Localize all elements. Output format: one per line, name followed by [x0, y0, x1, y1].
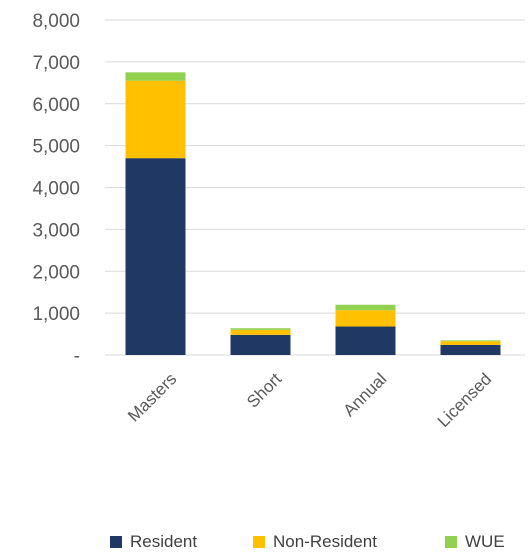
legend-swatch: [445, 536, 457, 548]
bar-segment-wue: [335, 304, 396, 311]
y-tick-label: 1,000: [32, 304, 80, 325]
bar-segment-non-resident: [230, 329, 291, 335]
y-tick-label: -: [74, 346, 80, 367]
bar-segment-resident: [230, 334, 291, 355]
y-tick-label: 4,000: [32, 179, 80, 200]
x-category-label: Annual: [339, 369, 390, 420]
y-tick-label: 2,000: [32, 262, 80, 283]
bar-segment-resident: [335, 326, 396, 355]
legend-label: Non-Resident: [273, 532, 377, 551]
bar-segment-non-resident: [440, 341, 501, 345]
x-category-label: Masters: [124, 369, 180, 425]
legend-label: WUE: [465, 532, 505, 551]
y-axis-tick-labels: - 1,000 2,000 3,000 4,000 5,000 6,000 7,000 8,00…: [32, 11, 80, 367]
bar-segment-resident: [440, 344, 501, 355]
legend: Resident Non-Resident WUE: [110, 532, 505, 551]
bars: [125, 72, 501, 355]
bar-segment-wue: [440, 340, 501, 342]
bar-segment-non-resident: [125, 80, 186, 159]
y-tick-label: 7,000: [32, 53, 80, 74]
legend-swatch: [253, 536, 265, 548]
x-category-label: Short: [243, 369, 285, 411]
bar-segment-wue: [125, 72, 186, 81]
x-category-label: Licensed: [434, 369, 496, 431]
y-tick-label: 3,000: [32, 220, 80, 241]
bar-segment-resident: [125, 158, 186, 355]
legend-swatch: [110, 536, 122, 548]
y-tick-label: 5,000: [32, 137, 80, 158]
x-axis-category-labels: Masters Short Annual Licensed: [124, 369, 495, 431]
legend-label: Resident: [130, 532, 197, 551]
y-tick-label: 8,000: [32, 11, 80, 32]
bar-segment-non-resident: [335, 310, 396, 327]
y-tick-label: 6,000: [32, 95, 80, 116]
bar-segment-wue: [230, 328, 291, 330]
